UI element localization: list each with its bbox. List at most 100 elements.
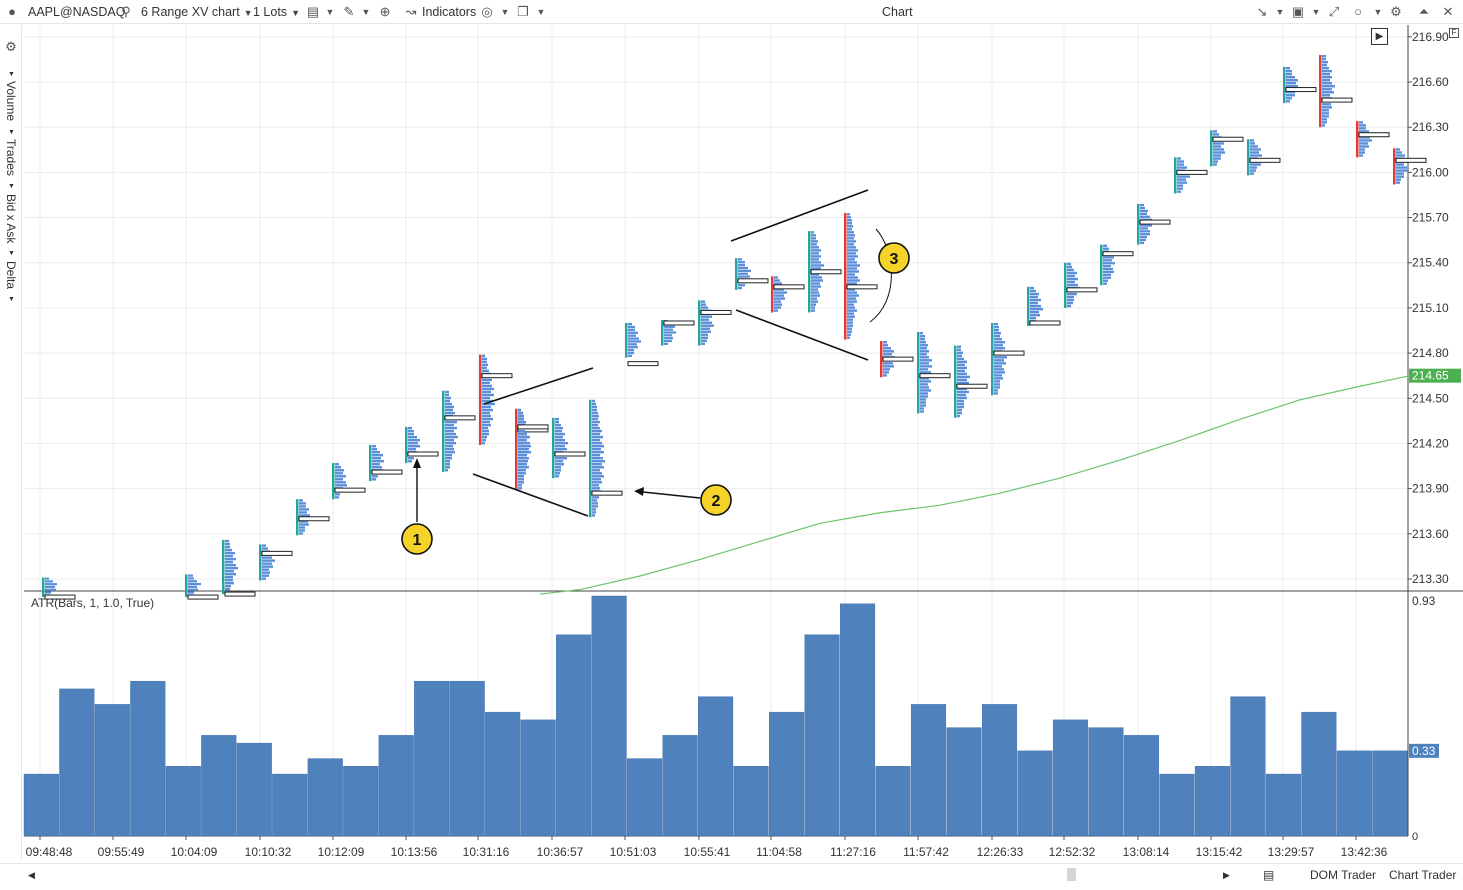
volume-profile-bar bbox=[994, 325, 999, 329]
lots-dropdown[interactable]: 1 Lots ▼ bbox=[253, 0, 300, 24]
poc-marker bbox=[1212, 136, 1244, 142]
chevron-down-icon[interactable]: ▼ bbox=[325, 7, 335, 17]
volume-profile-bar bbox=[445, 423, 454, 427]
atr-bar bbox=[910, 704, 947, 837]
price-axis-settings-icon[interactable]: F bbox=[1449, 28, 1459, 38]
volume-profile-bar bbox=[225, 585, 231, 588]
crosshair-icon[interactable]: ◎ bbox=[481, 4, 493, 19]
dom-trader-button[interactable]: DOM Trader bbox=[1310, 868, 1377, 882]
gear-icon[interactable]: ⚙ bbox=[5, 39, 17, 54]
scroll-to-end-button[interactable]: ▶ bbox=[1371, 28, 1388, 45]
sidebar-item-delta[interactable]: Delta bbox=[4, 260, 18, 289]
chevron-down-icon[interactable]: ▼ bbox=[361, 7, 371, 17]
camera-icon[interactable]: ▣ bbox=[1291, 4, 1305, 19]
candle-body bbox=[625, 322, 628, 358]
time-tick-label: 10:12:09 bbox=[318, 845, 365, 859]
search-icon[interactable]: ⚲ bbox=[121, 4, 131, 19]
volume-profile-bar bbox=[592, 514, 595, 517]
sidebar-item-bid-ask[interactable]: Bid x Ask bbox=[4, 193, 18, 244]
volume-profile-bar bbox=[847, 282, 857, 285]
moving-average bbox=[539, 375, 1411, 595]
scroll-left-icon[interactable]: ◀ bbox=[28, 870, 35, 880]
sidebar-item-trades[interactable]: Trades bbox=[4, 139, 18, 176]
calendar-icon[interactable]: ▤ bbox=[1263, 868, 1275, 882]
volume-profile-bar bbox=[1250, 166, 1257, 169]
volume-profile-bar bbox=[701, 336, 708, 339]
annotation-marker bbox=[878, 242, 910, 274]
time-tick-label: 13:08:14 bbox=[1123, 845, 1170, 859]
volume-profile-bar bbox=[1140, 238, 1146, 242]
atr-bar bbox=[343, 766, 379, 837]
volume-profile-bar bbox=[1322, 79, 1330, 82]
poc-marker bbox=[517, 424, 549, 430]
volume-profile-bar bbox=[1286, 69, 1292, 73]
volume-profile-bar bbox=[994, 335, 1000, 338]
theme-icon[interactable]: ○ bbox=[1354, 4, 1362, 19]
volume-profile-bar bbox=[994, 362, 1006, 365]
volume-profile-bar bbox=[335, 478, 343, 481]
volume-profile-bar bbox=[664, 334, 672, 337]
chevron-down-icon[interactable]: ▼ bbox=[500, 7, 510, 17]
volume-profile-bar bbox=[1286, 72, 1292, 76]
volume-profile-bar bbox=[518, 478, 524, 481]
layout-icon[interactable]: ❐ bbox=[517, 4, 529, 19]
gear-icon[interactable]: ⚙ bbox=[1390, 4, 1402, 19]
volume-profile-bar bbox=[957, 411, 962, 415]
volume-profile-bar bbox=[592, 444, 604, 448]
poc-marker bbox=[1139, 219, 1171, 225]
indicators-button[interactable]: Indicators bbox=[422, 5, 477, 19]
pencil-icon[interactable]: ✎ bbox=[343, 4, 355, 19]
poc-marker bbox=[1249, 157, 1281, 163]
chevron-down-icon[interactable]: ▼ bbox=[1373, 7, 1383, 17]
volume-profile-bar bbox=[957, 396, 967, 400]
volume-profile-bar bbox=[518, 438, 527, 442]
volume-profile-bar bbox=[628, 337, 639, 340]
chart-trader-button[interactable]: Chart Trader bbox=[1389, 868, 1457, 882]
volume-profile-bar bbox=[920, 332, 923, 335]
volume-profile-bar bbox=[957, 351, 963, 355]
left-sidebar: ⚙ ▼ Volume ▼ Trades ▼ Bid x Ask ▼ Delta … bbox=[0, 25, 22, 860]
fullscreen-icon[interactable]: ⤢ bbox=[1328, 4, 1340, 19]
chevron-down-icon[interactable]: ▼ bbox=[1275, 7, 1285, 17]
candle bbox=[42, 577, 76, 600]
volume-profile-bar bbox=[847, 324, 853, 327]
volume-profile-bar bbox=[335, 463, 339, 466]
volume-profile-bar bbox=[847, 228, 852, 231]
volume-profile-bar bbox=[299, 505, 306, 508]
volume-profile-bar bbox=[883, 365, 894, 368]
volume-profile-bar bbox=[1359, 151, 1365, 154]
scroll-right-icon[interactable]: ▶ bbox=[1223, 870, 1230, 880]
volume-profile-bar bbox=[920, 401, 926, 404]
volume-profile-bar bbox=[920, 362, 929, 365]
scrollbar-thumb[interactable] bbox=[1067, 868, 1076, 881]
volume-profile-bar bbox=[262, 556, 272, 559]
volume-profile-bar bbox=[445, 411, 455, 415]
volume-profile-bar bbox=[1177, 163, 1184, 166]
chart-type-dropdown[interactable]: 6 Range XV chart ▼ bbox=[141, 0, 253, 24]
pin-icon[interactable]: ⏶ bbox=[1418, 4, 1430, 19]
sidebar-item-volume[interactable]: Volume bbox=[4, 81, 18, 122]
volume-profile-bar bbox=[774, 303, 782, 306]
candle bbox=[332, 463, 366, 500]
volume-profile-bar bbox=[1322, 54, 1326, 58]
candle bbox=[515, 408, 549, 491]
volume-profile-bar bbox=[1396, 169, 1408, 172]
chevron-down-icon[interactable]: ▼ bbox=[536, 7, 546, 17]
chevron-right-icon: ▼ bbox=[8, 296, 15, 304]
poc-marker bbox=[919, 373, 951, 379]
volume-profile-bar bbox=[1250, 139, 1254, 142]
link-icon[interactable]: ↘ bbox=[1256, 4, 1268, 19]
template-icon[interactable]: ▤ bbox=[306, 4, 320, 19]
zoom-icon[interactable]: ⊕ bbox=[379, 4, 391, 19]
volume-profile-bar bbox=[445, 460, 450, 463]
volume-profile-bar bbox=[994, 322, 998, 326]
volume-profile-bar bbox=[847, 216, 851, 219]
volume-profile-bar bbox=[738, 284, 745, 287]
chevron-down-icon[interactable]: ▼ bbox=[1311, 7, 1321, 17]
volume-profile-bar bbox=[994, 371, 1005, 374]
symbol-selector[interactable]: AAPL@NASDAQ bbox=[28, 5, 126, 19]
close-icon[interactable]: ✕ bbox=[1442, 4, 1454, 19]
volume-profile-bar bbox=[1067, 271, 1077, 275]
